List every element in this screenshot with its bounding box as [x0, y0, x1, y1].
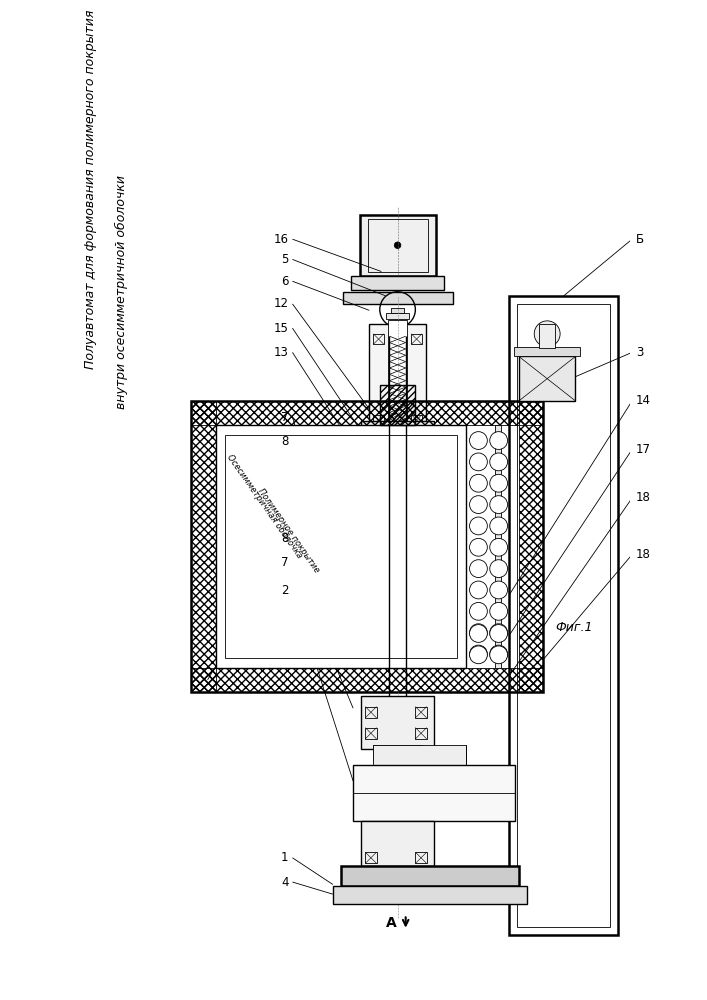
- Text: Фиг.1: Фиг.1: [555, 621, 592, 634]
- Bar: [192, 401, 543, 425]
- Circle shape: [490, 645, 508, 663]
- Text: Осесимметричная оболочка: Осесимметричная оболочка: [225, 453, 303, 560]
- Text: 12: 12: [274, 297, 288, 310]
- Bar: [366, 707, 377, 718]
- Bar: [353, 765, 515, 821]
- Text: 5: 5: [281, 253, 288, 266]
- Text: 13: 13: [274, 346, 288, 359]
- Text: 1: 1: [281, 851, 288, 864]
- Circle shape: [490, 560, 508, 578]
- Bar: [333, 886, 527, 904]
- Circle shape: [395, 242, 401, 248]
- Bar: [416, 707, 427, 718]
- Text: 17: 17: [636, 443, 651, 456]
- Text: Б: Б: [636, 233, 644, 246]
- Bar: [539, 324, 555, 348]
- Bar: [518, 304, 610, 927]
- Text: 18: 18: [636, 548, 651, 561]
- Text: 16: 16: [274, 233, 288, 246]
- Bar: [192, 668, 543, 692]
- Bar: [411, 334, 422, 344]
- Bar: [514, 347, 580, 356]
- Circle shape: [490, 453, 508, 471]
- Bar: [216, 425, 467, 668]
- Circle shape: [490, 602, 508, 620]
- Text: внутри осесимметричной оболочки: внутри осесимметричной оболочки: [115, 175, 127, 409]
- Bar: [361, 821, 434, 866]
- Bar: [361, 421, 434, 490]
- Bar: [391, 308, 404, 313]
- Bar: [509, 296, 619, 935]
- Circle shape: [490, 432, 508, 449]
- Circle shape: [469, 560, 487, 578]
- Circle shape: [534, 321, 560, 347]
- Bar: [386, 313, 409, 319]
- Text: 15: 15: [274, 322, 288, 335]
- Circle shape: [469, 432, 487, 449]
- Text: 18: 18: [636, 491, 651, 504]
- Circle shape: [469, 645, 487, 663]
- Circle shape: [490, 646, 508, 664]
- Circle shape: [469, 474, 487, 492]
- Bar: [519, 401, 543, 692]
- Bar: [380, 385, 416, 425]
- Circle shape: [490, 517, 508, 535]
- Circle shape: [469, 625, 487, 642]
- Text: Полуавтомат для формования полимерного покрытия: Полуавтомат для формования полимерного п…: [84, 9, 97, 369]
- Circle shape: [490, 538, 508, 556]
- Circle shape: [490, 474, 508, 492]
- Text: 2: 2: [281, 584, 288, 597]
- Bar: [368, 219, 428, 272]
- Bar: [369, 324, 426, 433]
- Bar: [366, 728, 377, 739]
- Bar: [192, 401, 216, 692]
- Bar: [192, 401, 543, 692]
- Bar: [380, 385, 416, 425]
- Circle shape: [490, 496, 508, 513]
- Text: 3: 3: [636, 346, 643, 359]
- Circle shape: [469, 624, 487, 642]
- Circle shape: [490, 581, 508, 599]
- Bar: [373, 415, 384, 425]
- Text: 4: 4: [281, 876, 288, 889]
- Circle shape: [469, 538, 487, 556]
- Bar: [360, 215, 436, 276]
- Bar: [344, 292, 452, 304]
- Bar: [226, 435, 457, 658]
- Bar: [341, 866, 519, 886]
- Circle shape: [490, 624, 508, 642]
- Circle shape: [469, 646, 487, 664]
- Bar: [373, 334, 384, 344]
- Bar: [416, 728, 427, 739]
- Bar: [519, 356, 575, 401]
- Bar: [368, 428, 428, 483]
- Text: 7: 7: [281, 411, 288, 424]
- Circle shape: [469, 453, 487, 471]
- Circle shape: [469, 517, 487, 535]
- Bar: [361, 696, 434, 749]
- Text: 14: 14: [636, 394, 651, 407]
- Circle shape: [469, 602, 487, 620]
- Text: 8: 8: [281, 435, 288, 448]
- Bar: [416, 852, 427, 863]
- Bar: [411, 415, 422, 425]
- Circle shape: [469, 496, 487, 513]
- Text: А: А: [386, 916, 397, 930]
- Circle shape: [490, 625, 508, 642]
- Bar: [495, 425, 501, 668]
- Bar: [366, 852, 377, 863]
- Bar: [388, 320, 407, 437]
- Text: 7: 7: [281, 556, 288, 569]
- Bar: [351, 276, 445, 290]
- Text: 8: 8: [281, 532, 288, 545]
- Bar: [373, 745, 422, 761]
- Circle shape: [469, 581, 487, 599]
- Bar: [373, 745, 467, 765]
- Text: Полимерное покрытие: Полимерное покрытие: [256, 487, 321, 574]
- Text: 6: 6: [281, 275, 288, 288]
